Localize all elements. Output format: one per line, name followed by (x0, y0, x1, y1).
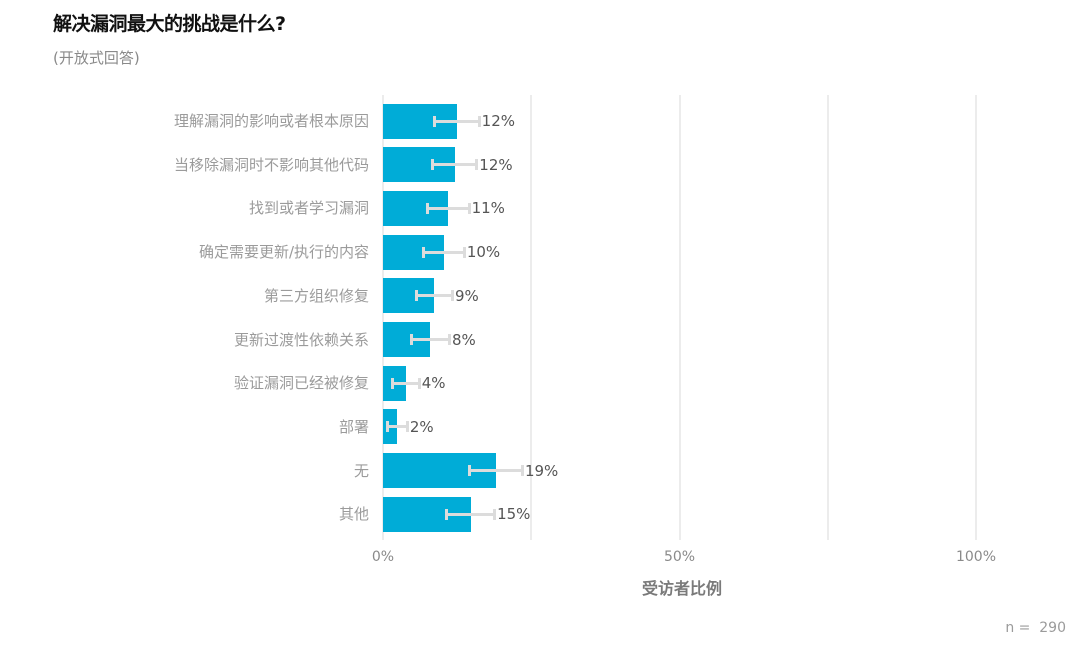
chart-subtitle: (开放式回答) (53, 49, 140, 67)
error-bar-cap (467, 202, 471, 214)
error-bar (432, 163, 478, 167)
error-bar (468, 469, 523, 473)
error-bar (415, 294, 453, 298)
error-bar-cap (467, 465, 471, 477)
error-bar (427, 206, 470, 210)
category-label: 其他 (338, 505, 369, 524)
category-label: 验证漏洞已经被修复 (233, 374, 369, 393)
error-bar (433, 119, 480, 123)
error-bar-cap (426, 202, 430, 214)
gridline (530, 95, 533, 540)
error-bar-cap (414, 290, 418, 302)
category-label: 确定需要更新/执行的内容 (198, 243, 369, 262)
error-bar (422, 250, 465, 254)
error-bar-cap (432, 115, 436, 127)
category-label: 第三方组织修复 (263, 286, 369, 305)
value-label: 15% (497, 505, 531, 524)
error-bar-cap (405, 421, 409, 433)
error-bar-cap (385, 421, 389, 433)
error-bar-cap (450, 290, 454, 302)
value-label: 10% (466, 243, 501, 262)
error-bar-cap (421, 246, 425, 258)
value-label: 12% (479, 155, 513, 174)
value-label: 11% (471, 199, 505, 218)
value-label: 8% (452, 330, 476, 349)
error-bar-cap (493, 508, 497, 520)
error-bar-cap (520, 465, 524, 477)
x-axis-label: 受访者比例 (641, 579, 723, 598)
category-label: 理解漏洞的影响或者根本原因 (173, 112, 369, 130)
error-bar (446, 512, 496, 516)
chart-title: 解决漏洞最大的挑战是什么? (53, 13, 286, 35)
gridline (382, 95, 384, 540)
category-label: 当移除漏洞时不影响其他代码 (173, 155, 369, 174)
error-bar-cap (462, 246, 466, 258)
error-bar-cap (409, 334, 413, 345)
value-label: 4% (421, 374, 446, 393)
category-label: 更新过渡性依赖关系 (233, 330, 369, 349)
sample-size-label: n = 290 (1005, 620, 1066, 636)
gridline (826, 95, 829, 540)
error-bar-cap (417, 377, 421, 389)
error-bar-cap (477, 115, 481, 127)
error-bar-cap (431, 159, 435, 171)
error-bar (386, 425, 408, 429)
category-label: 找到或者学习漏洞 (248, 199, 369, 218)
gridline (975, 95, 977, 540)
error-bar-cap (475, 159, 479, 171)
value-label: 19% (524, 461, 559, 480)
gridline (678, 95, 681, 540)
error-bar (410, 338, 450, 341)
error-bar (392, 381, 420, 385)
value-label: 9% (454, 286, 479, 305)
error-bar-cap (445, 508, 449, 520)
category-label: 部署 (338, 417, 369, 436)
x-tick-label: 0% (371, 549, 395, 565)
value-label: 12% (481, 112, 515, 130)
x-tick-label: 100% (955, 549, 997, 565)
error-bar-cap (391, 377, 395, 389)
category-label: 无 (353, 461, 369, 480)
x-tick-label: 50% (663, 549, 696, 565)
value-label: 2% (409, 417, 434, 436)
error-bar-cap (448, 334, 451, 345)
